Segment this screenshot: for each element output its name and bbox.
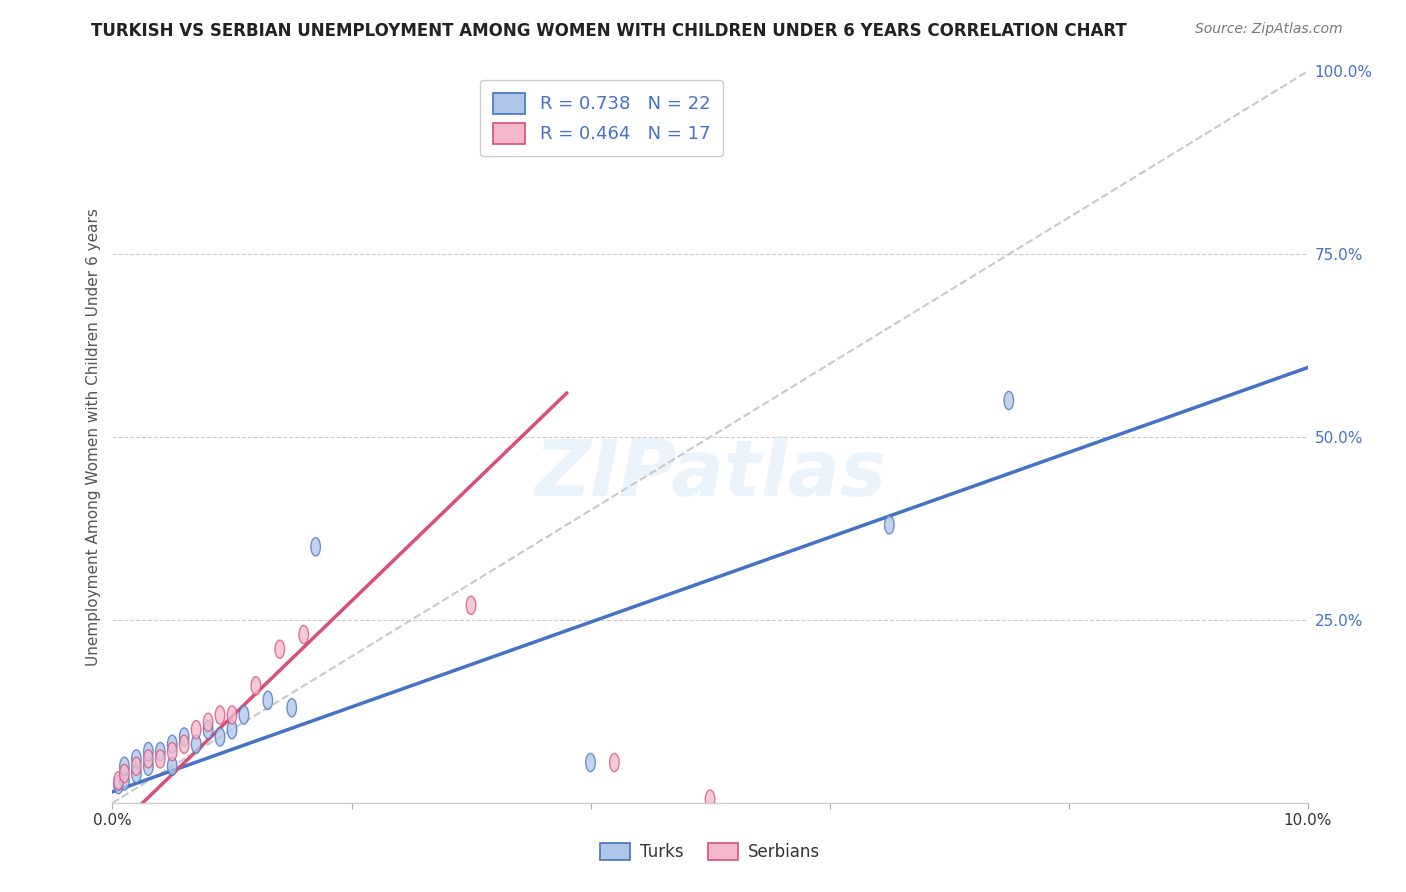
Ellipse shape [132,764,141,782]
Text: TURKISH VS SERBIAN UNEMPLOYMENT AMONG WOMEN WITH CHILDREN UNDER 6 YEARS CORRELAT: TURKISH VS SERBIAN UNEMPLOYMENT AMONG WO… [91,22,1128,40]
Ellipse shape [263,691,273,709]
Ellipse shape [228,721,236,739]
Ellipse shape [156,750,165,768]
Ellipse shape [167,757,177,775]
Ellipse shape [120,757,129,775]
Ellipse shape [586,754,595,772]
Text: Source: ZipAtlas.com: Source: ZipAtlas.com [1195,22,1343,37]
Ellipse shape [252,677,260,695]
Ellipse shape [215,706,225,724]
Y-axis label: Unemployment Among Women with Children Under 6 years: Unemployment Among Women with Children U… [86,208,101,666]
Ellipse shape [114,772,124,790]
Ellipse shape [191,735,201,754]
Ellipse shape [143,757,153,775]
Text: ZIPatlas: ZIPatlas [534,435,886,512]
Ellipse shape [1004,392,1014,409]
Ellipse shape [884,516,894,534]
Ellipse shape [120,772,129,790]
Legend: Turks, Serbians: Turks, Serbians [593,836,827,868]
Ellipse shape [167,735,177,754]
Ellipse shape [610,754,619,772]
Ellipse shape [215,728,225,746]
Ellipse shape [180,728,188,746]
Ellipse shape [132,750,141,768]
Ellipse shape [132,757,141,775]
Ellipse shape [167,742,177,761]
Ellipse shape [114,775,124,794]
Ellipse shape [706,790,714,808]
Ellipse shape [228,706,236,724]
Ellipse shape [239,706,249,724]
Ellipse shape [204,714,212,731]
Ellipse shape [276,640,284,658]
Ellipse shape [156,742,165,761]
Ellipse shape [311,538,321,556]
Ellipse shape [143,750,153,768]
Ellipse shape [191,721,201,739]
Ellipse shape [287,698,297,717]
Ellipse shape [143,742,153,761]
Ellipse shape [204,721,212,739]
Ellipse shape [467,596,475,615]
Ellipse shape [299,625,308,644]
Ellipse shape [180,735,188,754]
Ellipse shape [120,764,129,782]
